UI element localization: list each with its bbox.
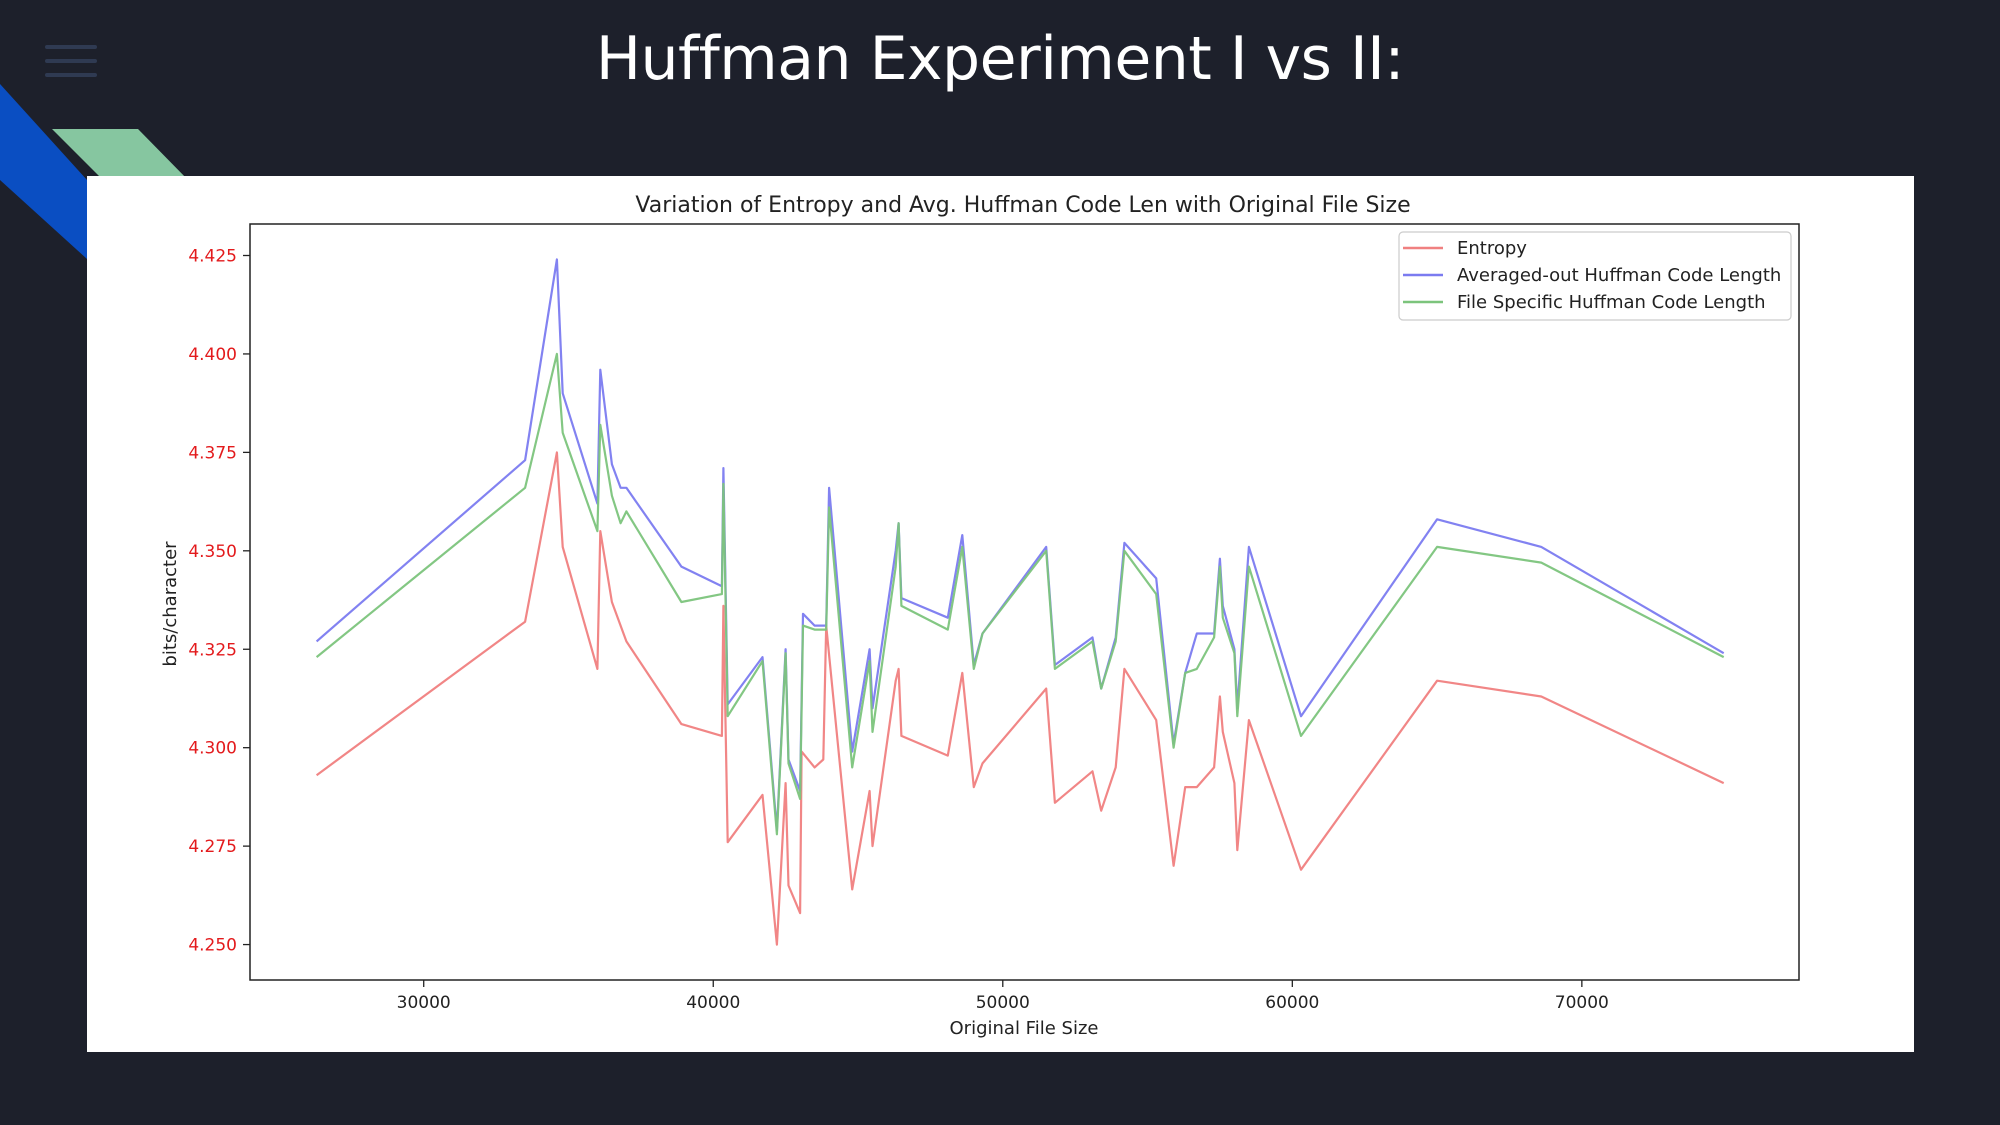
decorative-green-stripe [52, 129, 190, 182]
y-tick-label: 4.325 [188, 640, 237, 660]
decorative-blue-stripe [0, 84, 87, 259]
chart-legend: Entropy Averaged-out Huffman Code Length F… [1398, 231, 1792, 321]
x-tick-label: 40000 [686, 993, 740, 1013]
x-tick-label: 70000 [1555, 993, 1609, 1013]
y-tick-label: 4.300 [188, 739, 237, 759]
x-tick-label: 30000 [397, 993, 451, 1013]
hamburger-menu-icon[interactable] [45, 45, 97, 85]
x-axis-label: Original File Size [950, 1018, 1099, 1039]
legend-box [1398, 231, 1792, 321]
series-line-2 [315, 258, 1725, 832]
menu-line [45, 59, 97, 63]
y-tick-label: 4.425 [188, 247, 237, 267]
series-line-3 [315, 352, 1725, 836]
y-tick-label: 4.250 [188, 936, 237, 956]
menu-line [45, 45, 97, 49]
chart-title: Variation of Entropy and Avg. Huffman Co… [635, 193, 1410, 218]
plot-area-frame [249, 223, 1800, 981]
y-axis-label: bits/character [160, 541, 181, 667]
x-tick-label: 50000 [976, 993, 1030, 1013]
x-tick-label: 60000 [1265, 993, 1319, 1013]
y-axis-ticks: 4.250 4.275 4.300 4.325 4.350 4.375 4.400 4.425 [188, 247, 250, 956]
series-line-1 [315, 451, 1725, 946]
legend-label-3: File Specific Huffman Code Length [1457, 292, 1766, 313]
y-tick-label: 4.400 [188, 345, 237, 365]
slide-title: Huffman Experiment I vs II: [595, 24, 1405, 94]
chart-panel: Variation of Entropy and Avg. Huffman Co… [87, 176, 1914, 1052]
x-axis-ticks: 30000 40000 50000 60000 70000 [397, 980, 1609, 1013]
legend-label-1: Entropy [1457, 238, 1527, 259]
decorative-corner-shapes [0, 84, 190, 259]
line-chart: Variation of Entropy and Avg. Huffman Co… [160, 193, 1800, 1039]
y-tick-label: 4.375 [188, 443, 237, 463]
y-tick-label: 4.350 [188, 542, 237, 562]
legend-label-2: Averaged-out Huffman Code Length [1457, 265, 1781, 286]
plot-lines [315, 258, 1725, 946]
y-tick-label: 4.275 [188, 837, 237, 857]
menu-line [45, 73, 97, 77]
